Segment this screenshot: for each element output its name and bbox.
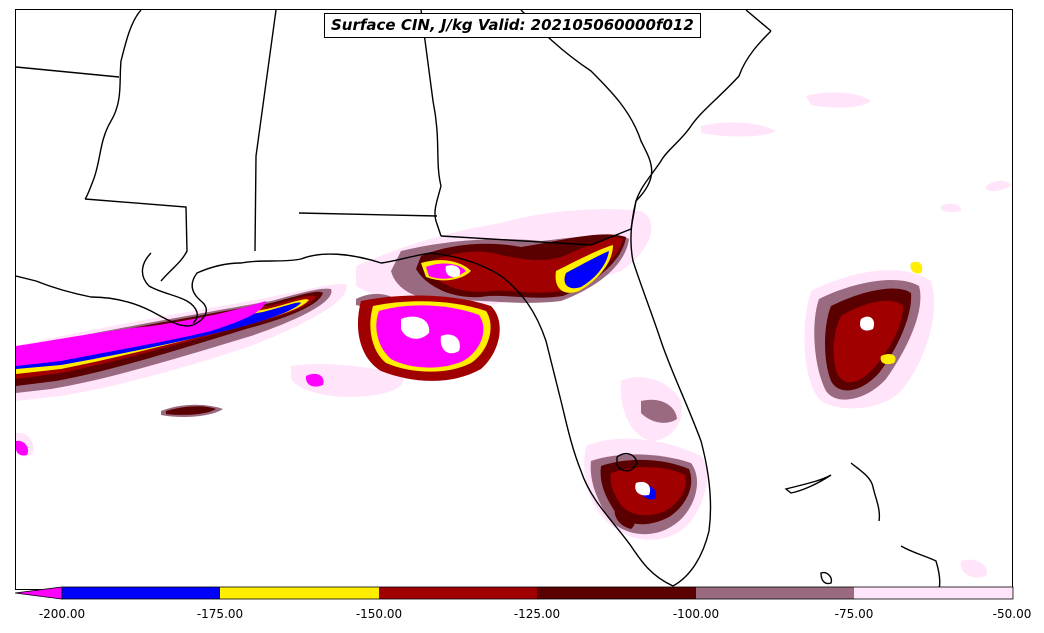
bahamas-island-2	[784, 474, 832, 494]
state-boundary-west	[16, 66, 120, 78]
georgia-south-carolina-boundary	[520, 10, 653, 230]
louisiana-boundary	[84, 198, 188, 282]
lake-okeechobee	[616, 452, 638, 472]
florida-georgia-boundary	[440, 228, 632, 246]
colorbar-tick-label: -175.00	[196, 607, 244, 621]
cin-white-holes	[401, 265, 875, 496]
colorbar-light-pink	[854, 587, 1013, 599]
colorbar-mauve	[696, 587, 854, 599]
mississippi-delta	[141, 252, 198, 324]
cin-map	[16, 10, 1011, 589]
atlantic-island-small	[820, 571, 833, 585]
colorbar-dark-red	[537, 587, 696, 599]
colorbar-extend-magenta	[15, 586, 63, 600]
mississippi-river-boundary	[84, 10, 142, 200]
florida-gulf-coast	[380, 252, 674, 587]
map-panel	[15, 9, 1013, 590]
atlantic-coast	[630, 30, 772, 587]
colorbar-tick-label: -75.00	[834, 607, 874, 621]
colorbar-tick-label: -100.00	[672, 607, 720, 621]
colorbar-tick-label: -50.00	[992, 607, 1032, 621]
colorbar-tick-label: -150.00	[355, 607, 403, 621]
boundary-lines	[16, 10, 941, 589]
alabama-florida-boundary	[298, 212, 438, 217]
colorbar-tick-label: -200.00	[38, 607, 86, 621]
map-title: Surface CIN, J/kg Valid: 202105060000f01…	[324, 13, 701, 38]
colorbar-outline	[61, 586, 1014, 600]
colorbar-yellow	[220, 587, 379, 599]
colorbar-blue	[62, 587, 220, 599]
bahamas-island-3	[900, 545, 941, 589]
bahamas-island-1	[850, 462, 881, 522]
alabama-georgia-boundary	[420, 10, 442, 237]
mississippi-alabama-boundary	[254, 10, 277, 252]
colorbar	[15, 586, 1014, 600]
panhandle-coast	[16, 253, 382, 327]
colorbar-tick-label: -125.00	[513, 607, 561, 621]
north-carolina-boundary	[745, 10, 772, 32]
colorbar-red	[379, 587, 537, 599]
